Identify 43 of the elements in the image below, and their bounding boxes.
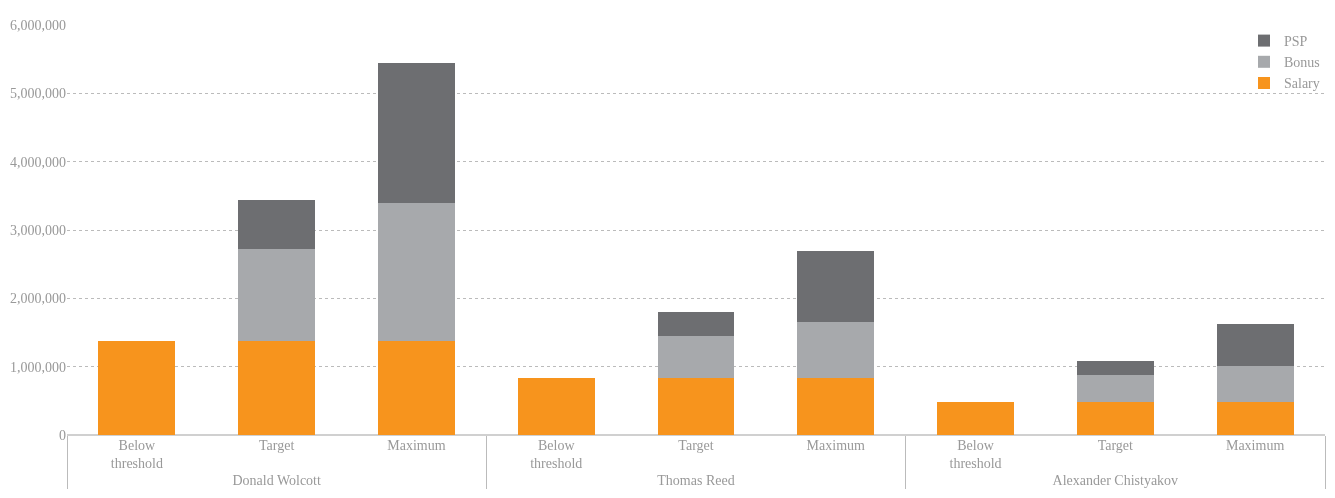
- text: Donald Wolcott: [232, 473, 321, 489]
- x-tick-label: Maximum: [806, 438, 866, 453]
- y-tick-label: 1,000,000: [10, 359, 66, 375]
- y-tick-label: 5,000,000: [10, 86, 66, 102]
- text: Alexander Chistyakov: [1052, 473, 1179, 489]
- y-tick-label: 3,000,000: [10, 222, 66, 238]
- x-tick-label: Below threshold: [530, 438, 583, 472]
- bar: [1216, 401, 1294, 435]
- x-tick-label: Maximum: [387, 438, 446, 453]
- bar: [657, 378, 735, 435]
- bar: [378, 202, 455, 342]
- text: Thomas Reed: [657, 473, 735, 489]
- bar: [1076, 374, 1154, 402]
- x-tick-label: Target: [678, 438, 714, 453]
- bar: [238, 341, 316, 435]
- y-tick-label: 0: [59, 427, 66, 443]
- bar: [937, 401, 1014, 435]
- x-tick-label: Below threshold: [949, 438, 1002, 472]
- y-tick-label: 6,000,000: [10, 17, 66, 33]
- bar: [797, 321, 875, 379]
- x-tick-label: Target: [1097, 438, 1134, 453]
- bar: [797, 378, 875, 435]
- bar: [378, 62, 455, 203]
- bar: [657, 335, 735, 379]
- bar: [1076, 360, 1154, 375]
- bar: [797, 251, 875, 322]
- x-tick-label: Maximum: [1225, 438, 1285, 453]
- bar: [98, 341, 176, 435]
- x-tick-label: Target: [259, 438, 295, 453]
- y-tick-label: 2,000,000: [10, 291, 66, 307]
- bar: [238, 249, 316, 342]
- bar: [1216, 365, 1294, 402]
- bar: [517, 378, 595, 435]
- legend-label: PSP: [1284, 34, 1308, 50]
- x-tick-label: Below threshold: [110, 438, 163, 472]
- bar: [657, 312, 735, 336]
- legend-label: Bonus: [1284, 55, 1320, 71]
- bar: [1216, 323, 1294, 366]
- bar: [378, 341, 455, 435]
- legend-label: Salary: [1284, 76, 1320, 92]
- bar: [1076, 401, 1154, 435]
- bar: [238, 199, 316, 250]
- y-tick-label: 4,000,000: [10, 154, 66, 170]
